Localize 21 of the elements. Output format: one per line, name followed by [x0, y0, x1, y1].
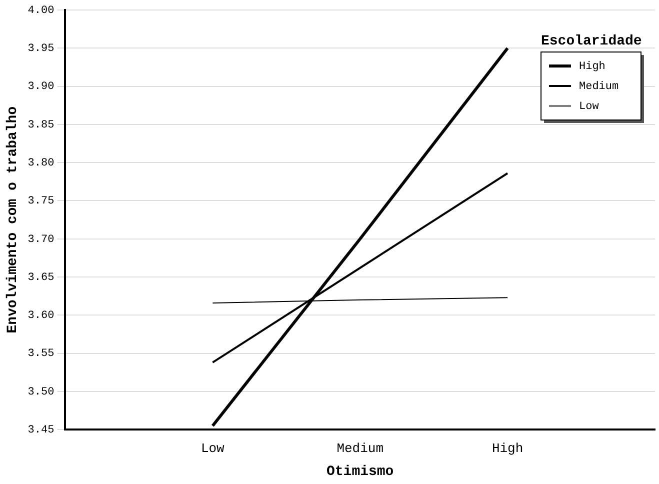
legend-label: Medium: [579, 80, 620, 93]
y-tick-label: 4.00: [28, 4, 54, 17]
y-tick-label: 3.55: [28, 348, 54, 360]
y-tick-label: 3.80: [28, 157, 54, 170]
x-axis-title: Otimismo: [326, 464, 394, 480]
y-tick-label: 3.60: [28, 310, 54, 322]
y-tick-label: 3.70: [28, 234, 54, 246]
y-tick-label: 3.90: [28, 81, 54, 94]
y-tick-label: 3.45: [28, 424, 54, 437]
legend-title: Escolaridade: [541, 34, 642, 50]
legend-label: High: [579, 60, 606, 73]
y-tick-label: 3.75: [28, 196, 54, 208]
x-tick-label: High: [492, 440, 524, 456]
x-tick-label: Low: [200, 440, 225, 456]
y-tick-label: 3.85: [28, 119, 54, 132]
legend-label: Low: [579, 100, 600, 113]
x-tick-label: Medium: [336, 440, 384, 456]
y-tick-label: 3.50: [28, 386, 54, 398]
y-tick-label: 3.65: [28, 272, 54, 284]
y-axis-title: Envolvimento com o trabalho: [4, 106, 21, 334]
y-tick-label: 3.95: [28, 43, 54, 56]
